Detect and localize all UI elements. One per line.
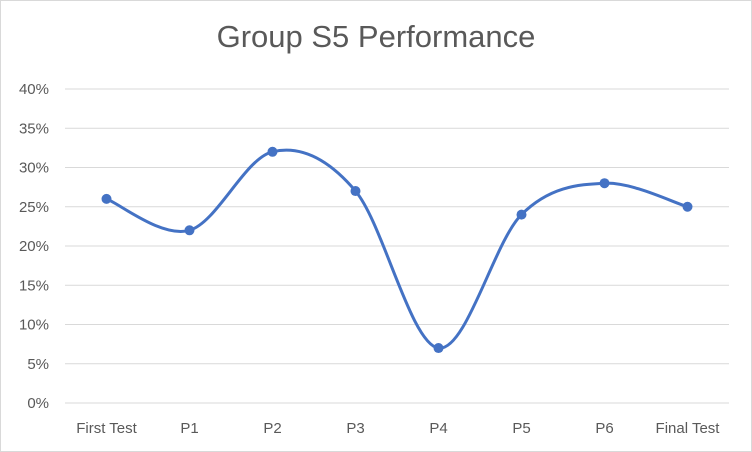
- y-tick-label: 30%: [19, 160, 49, 177]
- data-point: [101, 193, 112, 204]
- data-point: [433, 343, 444, 354]
- x-tick-label: P2: [263, 420, 281, 437]
- x-tick-label: P6: [595, 420, 613, 437]
- x-tick-label: First Test: [76, 420, 137, 437]
- data-point: [350, 186, 361, 197]
- data-point: [682, 201, 693, 212]
- x-tick-label: Final Test: [656, 420, 721, 437]
- y-tick-label: 25%: [19, 199, 49, 216]
- y-tick-label: 40%: [19, 81, 49, 98]
- x-tick-label: P1: [180, 420, 198, 437]
- y-tick-label: 15%: [19, 277, 49, 294]
- y-tick-label: 5%: [27, 356, 49, 373]
- data-point: [267, 146, 278, 157]
- data-point: [516, 209, 527, 220]
- data-point: [184, 225, 195, 236]
- y-tick-label: 35%: [19, 120, 49, 137]
- y-tick-label: 20%: [19, 238, 49, 255]
- y-tick-label: 0%: [27, 395, 49, 412]
- series-line: [105, 148, 689, 350]
- x-tick-label: P4: [429, 420, 447, 437]
- chart-title: Group S5 Performance: [216, 19, 536, 54]
- x-tick-label: P5: [512, 420, 530, 437]
- data-point: [599, 178, 610, 189]
- x-tick-label: P3: [346, 420, 364, 437]
- y-tick-label: 10%: [19, 317, 49, 334]
